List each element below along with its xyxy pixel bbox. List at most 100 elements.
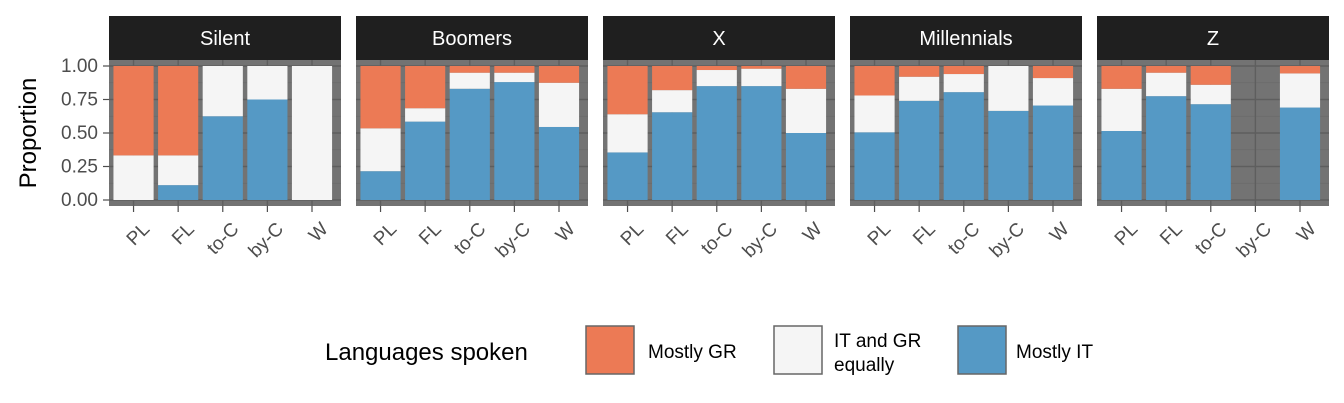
x-tick-label: FL (909, 219, 940, 250)
facet-panel-millennials: Millennials PL FL to-C by-C W (850, 16, 1082, 262)
bar-segment-it-and-gr-equally (449, 72, 490, 89)
y-tick-label: 0.00 (61, 190, 98, 211)
bar-segment-mostly-it (785, 133, 827, 200)
bar-segment-mostly-it (899, 100, 940, 200)
x-tick-label: W (1046, 219, 1074, 247)
bar-segment-it-and-gr-equally (247, 66, 288, 100)
bar-segment-mostly-it (405, 121, 446, 200)
legend-title: Languages spoken (325, 339, 528, 366)
x-tick-label: W (1293, 219, 1321, 247)
facet-strip-label: Silent (200, 28, 250, 50)
x-tick-label: PL (1111, 219, 1142, 250)
x-tick-label: W (305, 219, 333, 247)
bar-segment-mostly-it (741, 86, 782, 200)
x-tick-label: to-C (1191, 219, 1231, 259)
bar-segment-mostly-gr (158, 66, 199, 156)
legend-label: Mostly IT (1016, 342, 1093, 363)
bar-segment-mostly-gr (785, 66, 827, 89)
bar-segment-it-and-gr-equally (607, 114, 648, 153)
bar-segment-it-and-gr-equally (1190, 84, 1231, 105)
bar-segment-it-and-gr-equally (1279, 73, 1321, 108)
bar-segment-mostly-it (652, 112, 693, 200)
x-tick-label: to-C (697, 219, 737, 259)
legend-label: Mostly GR (648, 342, 737, 363)
facet-strip (603, 16, 835, 60)
bar-segment-mostly-it (494, 82, 535, 200)
bar-segment-mostly-gr (405, 66, 446, 109)
x-tick-label: PL (123, 219, 154, 250)
facet-strip (356, 16, 588, 60)
bar-segment-it-and-gr-equally (494, 72, 535, 83)
legend-key (957, 325, 1007, 375)
bar-segment-mostly-gr (607, 66, 648, 115)
x-tick-label: FL (415, 219, 446, 250)
y-tick-label: 0.25 (61, 157, 98, 178)
legend: Languages spoken Mostly GR IT and GR equal… (325, 325, 1093, 376)
x-tick-label: by-C (739, 219, 782, 262)
bar-segment-it-and-gr-equally (899, 76, 940, 101)
bar-segment-mostly-it (360, 171, 401, 200)
bar-segment-mostly-it (1101, 130, 1142, 200)
x-tick-label: FL (1156, 219, 1187, 250)
bar-segment-mostly-it (988, 110, 1029, 200)
bar-segment-mostly-it (158, 185, 199, 200)
x-tick-label: to-C (450, 219, 490, 259)
bar-segment-mostly-it (247, 99, 288, 200)
x-tick-label: W (552, 219, 580, 247)
bar-segment-it-and-gr-equally (943, 74, 984, 93)
x-tick-label: PL (617, 219, 648, 250)
facet-strip-label: X (712, 28, 725, 50)
y-tick-label: 0.50 (61, 123, 98, 144)
x-tick-label: FL (662, 219, 693, 250)
bar-segment-mostly-gr (854, 66, 895, 96)
y-tick-label: 0.75 (61, 90, 98, 111)
x-tick-label: W (799, 219, 827, 247)
bar-segment-mostly-gr (360, 66, 401, 129)
bar-segment-mostly-it (1190, 104, 1231, 200)
legend-key (773, 325, 823, 375)
bar-segment-mostly-gr (1101, 66, 1142, 89)
x-tick-label: by-C (986, 219, 1029, 262)
bar-segment-mostly-it (854, 132, 895, 200)
facet-panel-silent: Silent PL FL to-C by-C W (109, 16, 341, 262)
bar-segment-it-and-gr-equally (291, 66, 333, 200)
facet-panel-boomers: Boomers PL FL to-C by-C W (356, 16, 588, 262)
bar-segment-it-and-gr-equally (696, 70, 737, 87)
bar-segment-mostly-it (202, 116, 243, 200)
y-axis-title-group: Proportion (15, 78, 42, 189)
bar-segment-mostly-it (696, 86, 737, 200)
facet-strip-label: Millennials (919, 28, 1012, 50)
bar-segment-mostly-it (449, 88, 490, 200)
y-tick-label: 1.00 (61, 56, 98, 77)
bar-segment-mostly-gr (449, 66, 490, 73)
facet-strip-label: Z (1207, 28, 1219, 50)
bar-segment-it-and-gr-equally (405, 108, 446, 122)
x-tick-label: to-C (944, 219, 984, 259)
bar-segment-mostly-it (538, 126, 580, 200)
bar-segment-it-and-gr-equally (854, 95, 895, 133)
bar-segment-mostly-gr (943, 66, 984, 75)
bar-segment-mostly-gr (899, 66, 940, 77)
bar-segment-it-and-gr-equally (1146, 72, 1187, 97)
bar-segment-mostly-gr (1032, 66, 1074, 79)
bar-segment-it-and-gr-equally (785, 88, 827, 133)
x-tick-label: by-C (245, 219, 288, 262)
bar-segment-mostly-gr (1146, 66, 1187, 73)
bar-segment-mostly-it (607, 152, 648, 200)
bar-segment-it-and-gr-equally (113, 155, 154, 200)
bar-segment-mostly-it (1279, 107, 1321, 200)
y-axis: 0.00 0.25 0.50 0.75 1.00 (61, 56, 109, 211)
bar-segment-it-and-gr-equally (202, 66, 243, 117)
bar-segment-it-and-gr-equally (158, 155, 199, 186)
facet-strip (1097, 16, 1329, 60)
bar-segment-it-and-gr-equally (360, 128, 401, 172)
bar-segment-it-and-gr-equally (538, 82, 580, 127)
bar-segment-mostly-gr (113, 66, 154, 156)
bar-segment-mostly-gr (494, 66, 535, 73)
y-axis-title: Proportion (15, 78, 42, 189)
bar-segment-mostly-gr (538, 66, 580, 83)
legend-item-it-and-gr-equally: IT and GR equally (773, 325, 921, 376)
bar-segment-mostly-it (1032, 105, 1074, 200)
